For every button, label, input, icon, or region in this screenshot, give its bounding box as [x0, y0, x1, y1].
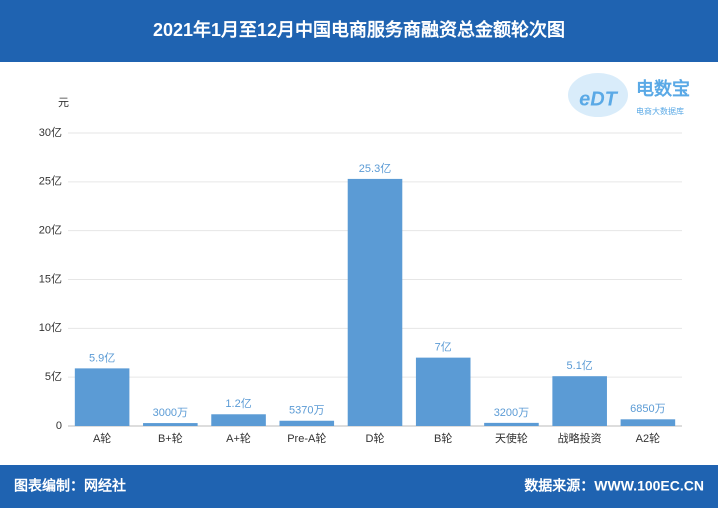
footer-left: 图表编制：网经社 — [14, 478, 126, 494]
value-label: 3200万 — [494, 407, 529, 419]
y-tick-label: 15亿 — [39, 272, 62, 285]
x-tick-label: A+轮 — [226, 431, 251, 445]
value-label: 1.2亿 — [225, 397, 251, 410]
bar — [552, 376, 607, 426]
value-label: 25.3亿 — [359, 162, 391, 175]
x-tick-label: 天使轮 — [495, 431, 528, 445]
x-tick-label: D轮 — [366, 431, 385, 445]
x-tick-label: 战略投资 — [558, 431, 602, 445]
y-tick-label: 20亿 — [39, 224, 62, 237]
value-label: 5.9亿 — [89, 351, 115, 364]
x-tick-label: A轮 — [93, 431, 111, 445]
header-bar — [0, 0, 718, 62]
value-label: 5370万 — [289, 405, 324, 417]
value-label: 5.1亿 — [567, 359, 593, 372]
y-axis-label: 元 — [58, 97, 69, 109]
value-label: 6850万 — [630, 403, 665, 415]
bar — [211, 414, 266, 426]
y-tick-label: 30亿 — [39, 126, 62, 139]
x-tick-label: B轮 — [434, 431, 452, 445]
bar — [484, 422, 539, 426]
bar — [279, 420, 335, 426]
bar — [347, 178, 403, 426]
logo-mark: eDT — [579, 88, 619, 110]
bar — [143, 423, 198, 426]
chart-title: 2021年1月至12月中国电商服务商融资总金额轮次图 — [153, 19, 565, 40]
bar — [415, 357, 471, 426]
x-tick-label: B+轮 — [158, 431, 183, 445]
y-tick-label: 10亿 — [39, 321, 62, 334]
footer-right: 数据来源：WWW.100EC.CN — [524, 478, 704, 494]
y-tick-label: 5亿 — [45, 370, 62, 383]
y-tick-label: 0 — [56, 420, 62, 432]
bar — [620, 419, 676, 426]
value-label: 3000万 — [153, 407, 188, 419]
footer-bar — [0, 465, 718, 508]
y-tick-label: 25亿 — [39, 175, 62, 188]
x-tick-label: A2轮 — [636, 431, 660, 445]
value-label: 7亿 — [435, 341, 452, 354]
logo-subtitle: 电商大数据库 — [636, 106, 684, 116]
logo-name: 电数宝 — [636, 78, 690, 99]
logo-cloud — [568, 73, 628, 117]
x-tick-label: Pre-A轮 — [287, 431, 326, 445]
bar — [74, 368, 130, 426]
